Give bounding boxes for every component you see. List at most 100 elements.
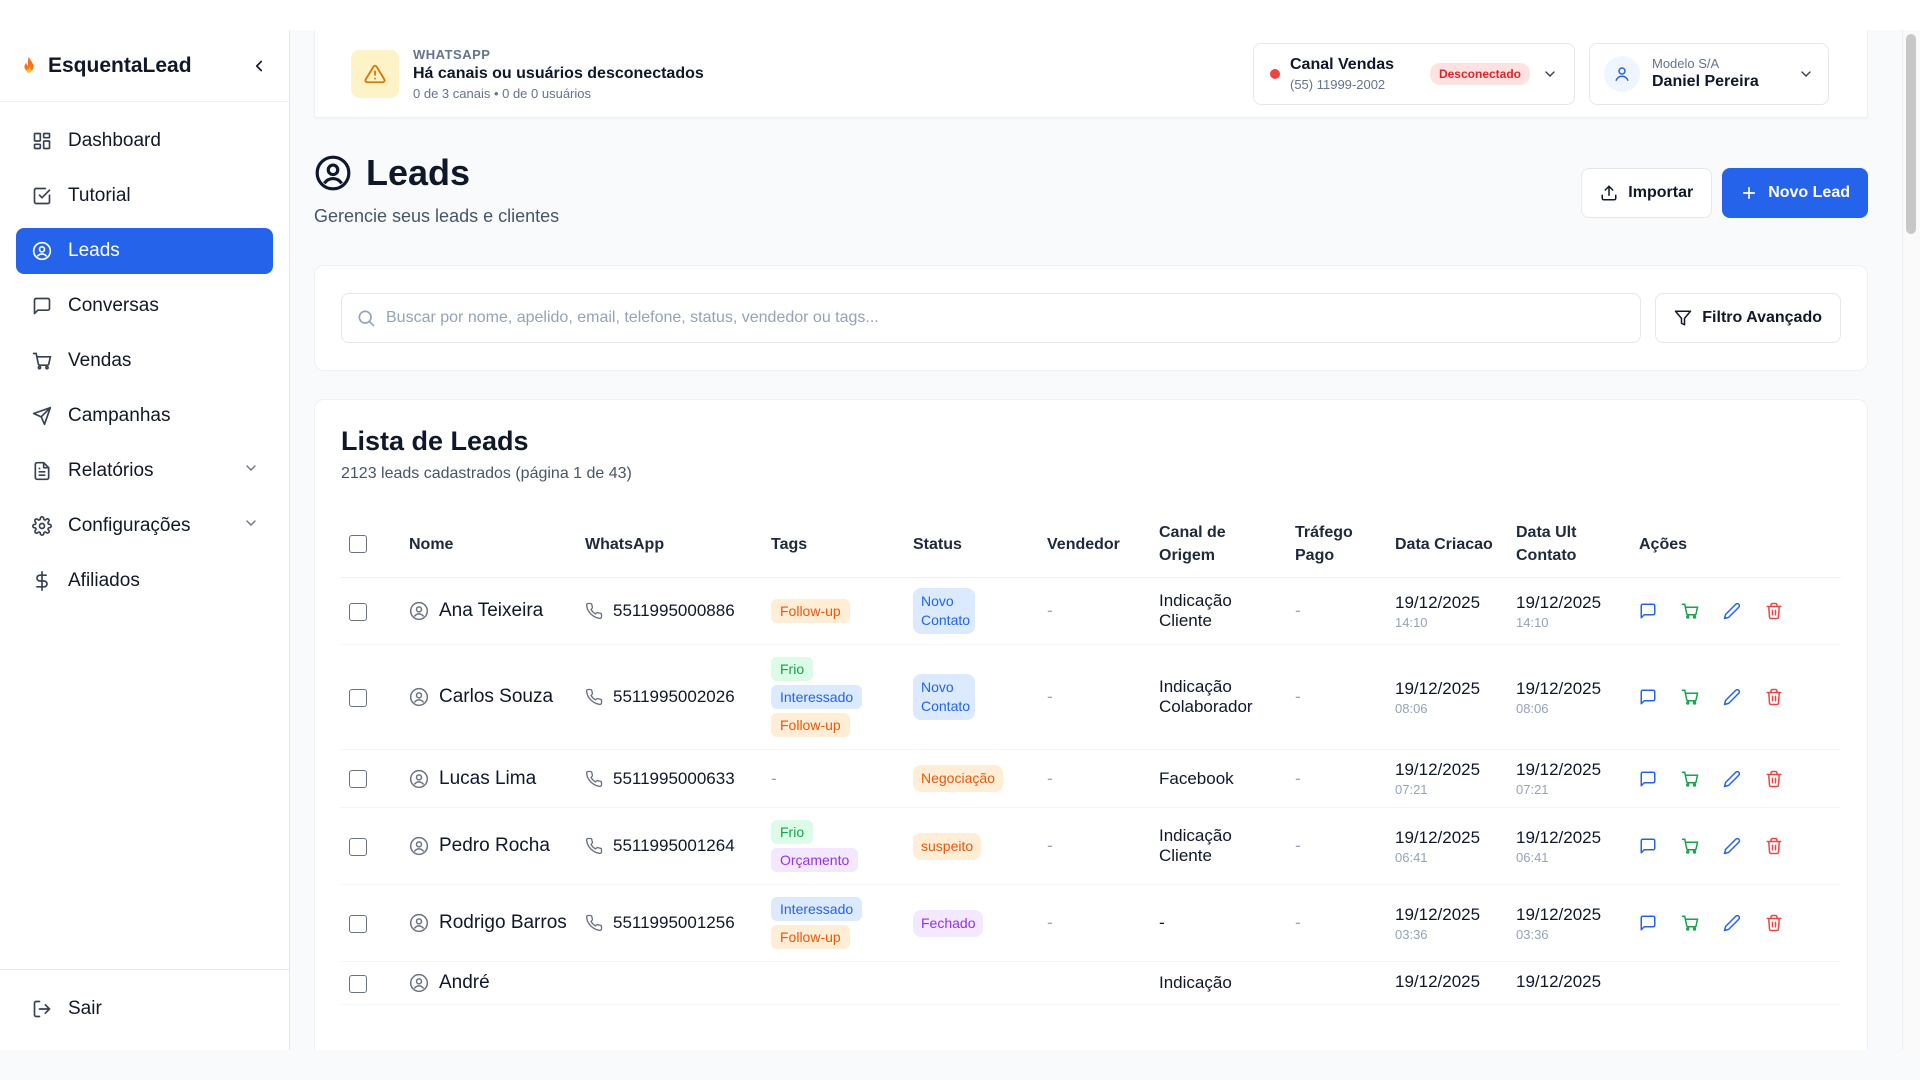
column-header[interactable]: WhatsApp (577, 511, 763, 578)
logout-button[interactable]: Sair (16, 986, 273, 1032)
brand: EsquentaLead (0, 30, 289, 102)
row-checkbox[interactable] (349, 770, 367, 789)
cart-icon[interactable] (1681, 914, 1699, 932)
chat-icon[interactable] (1639, 770, 1657, 788)
dollar-icon (30, 569, 54, 593)
row-checkbox[interactable] (349, 837, 367, 856)
row-checkbox[interactable] (349, 974, 367, 993)
created-time: 06:41 (1395, 849, 1428, 865)
channel-phone: (55) 11999-2002 (1290, 76, 1386, 92)
cart-icon[interactable] (1681, 770, 1699, 788)
new-lead-label: Novo Lead (1768, 184, 1850, 201)
edit-icon[interactable] (1723, 914, 1741, 932)
tag-badge: Orçamento (771, 848, 859, 872)
vendedor-value: - (1047, 768, 1053, 788)
search-box[interactable] (341, 293, 1642, 343)
trash-icon[interactable] (1765, 770, 1783, 788)
sidebar-item-vendas[interactable]: Vendas (16, 338, 273, 384)
import-button[interactable]: Importar (1581, 168, 1713, 218)
status-badge: Desconectado (1429, 62, 1530, 85)
cart-icon[interactable] (1681, 602, 1699, 620)
row-checkbox[interactable] (349, 602, 367, 621)
column-header[interactable]: Status (905, 511, 1039, 578)
chevron-down-icon (1542, 66, 1558, 82)
sidebar-item-dashboard[interactable]: Dashboard (16, 118, 273, 164)
sidebar-item-configuracoes[interactable]: Configurações (16, 503, 273, 549)
plus-icon (1743, 186, 1756, 200)
edit-icon[interactable] (1723, 602, 1741, 620)
column-header[interactable]: Nome (401, 511, 577, 578)
sidebar-item-campanhas[interactable]: Campanhas (16, 393, 273, 439)
edit-icon[interactable] (1723, 688, 1741, 706)
lead-name-cell[interactable]: Pedro Rocha (409, 835, 569, 857)
vendedor-value: - (1047, 836, 1053, 855)
last-contact-time: 08:06 (1516, 700, 1549, 716)
search-input[interactable] (386, 309, 1627, 327)
trash-icon[interactable] (1765, 688, 1783, 706)
sidebar-item-label: Configurações (68, 515, 191, 536)
edit-icon[interactable] (1723, 770, 1741, 788)
origem-value: Indicação Cliente (1159, 826, 1232, 865)
trash-icon[interactable] (1765, 602, 1783, 620)
edit-icon[interactable] (1723, 837, 1741, 855)
chat-icon[interactable] (1639, 688, 1657, 706)
chat-icon[interactable] (1639, 837, 1657, 855)
trash-icon[interactable] (1765, 914, 1783, 932)
lead-name-cell[interactable]: Carlos Souza (409, 686, 569, 708)
window-top-strip (0, 0, 1920, 30)
table-row[interactable]: Lucas Lima 5511995000633 - Negociação - Faceb… (341, 749, 1841, 808)
column-header[interactable]: Vendedor (1039, 511, 1151, 578)
sidebar-item-afiliados[interactable]: Afiliados (16, 558, 273, 604)
cart-icon[interactable] (1681, 837, 1699, 855)
table-row[interactable]: Ana Teixeira 5511995000886 Follow-up Novo C… (341, 577, 1841, 645)
lead-name-cell[interactable]: André (409, 972, 569, 994)
user-circle-icon (409, 687, 429, 707)
lead-name-cell[interactable]: Lucas Lima (409, 768, 569, 790)
sidebar-item-leads[interactable]: Leads (16, 228, 273, 274)
origem-value: Indicação (1159, 973, 1232, 992)
lead-name: Lucas Lima (439, 767, 537, 789)
lead-name-cell[interactable]: Rodrigo Barros (409, 912, 569, 934)
status-badge: Fechado (913, 909, 984, 937)
column-header[interactable]: Data Ult Contato (1508, 511, 1631, 578)
main-content: WHATSAPP Há canais ou usuários desconect… (290, 30, 1920, 1050)
trafego-value: - (1295, 768, 1301, 788)
whatsapp-cell: 5511995001256 (585, 913, 755, 933)
cart-icon[interactable] (1681, 688, 1699, 706)
table-row[interactable]: Pedro Rocha 5511995001264 Frio Orçamento sus… (341, 807, 1841, 885)
lead-name-cell[interactable]: Ana Teixeira (409, 600, 569, 622)
channel-selector[interactable]: Canal Vendas (55) 11999-2002 Desconectad… (1253, 42, 1575, 105)
sidebar-item-tutorial[interactable]: Tutorial (16, 173, 273, 219)
last-contact-time: 03:36 (1516, 926, 1549, 942)
avatar (1604, 55, 1640, 92)
column-header[interactable]: Canal de Origem (1151, 511, 1287, 578)
chat-icon[interactable] (1639, 602, 1657, 620)
trash-icon[interactable] (1765, 837, 1783, 855)
select-all-checkbox[interactable] (349, 535, 367, 554)
phone-icon (585, 837, 603, 855)
table-row[interactable]: André Indicação 19/12/2025 19/12/2025 (341, 961, 1841, 1005)
row-actions (1639, 837, 1833, 855)
status-badge: Novo Contato (913, 588, 975, 634)
column-header[interactable]: Data Criacao (1387, 511, 1508, 578)
sidebar-item-relatorios[interactable]: Relatórios (16, 448, 273, 494)
row-checkbox[interactable] (349, 914, 367, 933)
advanced-filter-button[interactable]: Filtro Avançado (1655, 293, 1841, 343)
sidebar-item-conversas[interactable]: Conversas (16, 283, 273, 329)
created-date: 19/12/2025 (1395, 904, 1481, 924)
created-date: 19/12/2025 (1395, 592, 1481, 612)
scrollbar-thumb[interactable] (1906, 34, 1916, 234)
collapse-sidebar-button[interactable] (247, 54, 271, 78)
row-checkbox[interactable] (349, 688, 367, 707)
column-header[interactable]: Tráfego Pago (1287, 511, 1387, 578)
user-menu[interactable]: Modelo S/A Daniel Pereira (1589, 42, 1829, 105)
table-row[interactable]: Rodrigo Barros 5511995001256 Interessado Fo… (341, 884, 1841, 962)
dashboard-icon (30, 129, 54, 153)
scrollbar-track[interactable] (1902, 30, 1920, 1050)
table-row[interactable]: Carlos Souza 5511995002026 Frio Interessado… (341, 644, 1841, 750)
last-contact-time: 14:10 (1516, 614, 1549, 630)
channel-name: Canal Vendas (1290, 55, 1395, 73)
chat-icon[interactable] (1639, 914, 1657, 932)
new-lead-button[interactable]: Novo Lead (1722, 168, 1868, 218)
column-header[interactable]: Tags (763, 511, 905, 578)
